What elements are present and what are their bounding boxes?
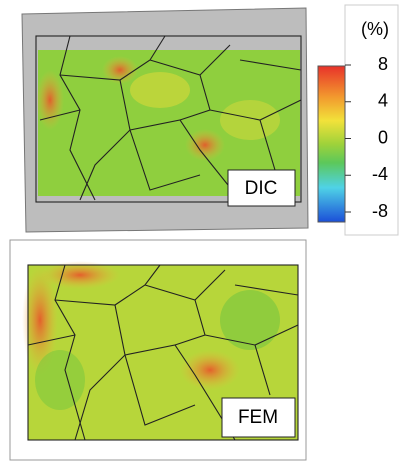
region [35,350,85,410]
label-box [221,397,296,438]
tick-label: 0 [378,127,388,147]
fem-panel: FEM [9,239,307,461]
dic-panel: DIC [21,7,309,233]
tick-label: -8 [372,201,388,221]
colorbar-unit: (%) [361,19,389,39]
grain-boundaries [35,35,302,203]
region [220,100,280,140]
hot-spot [185,129,225,161]
region [130,72,190,108]
hot-spot [22,265,58,375]
panel-label: FEM [238,407,278,428]
label-box [227,169,296,207]
hot-spot [102,56,138,84]
colorbar-ticks: 8 4 0 -4 -8 [345,54,388,221]
grain-boundaries [27,264,299,441]
hot-spot [180,350,240,390]
colorbar: (%) 8 4 0 -4 -8 [317,4,399,236]
tick-label: 4 [378,91,388,111]
hot-spot [36,70,64,130]
region [220,290,280,350]
tick-label: 8 [378,54,388,74]
colorbar-scale [317,65,346,223]
tick-label: -4 [372,164,388,184]
panel-label: DIC [245,178,278,199]
